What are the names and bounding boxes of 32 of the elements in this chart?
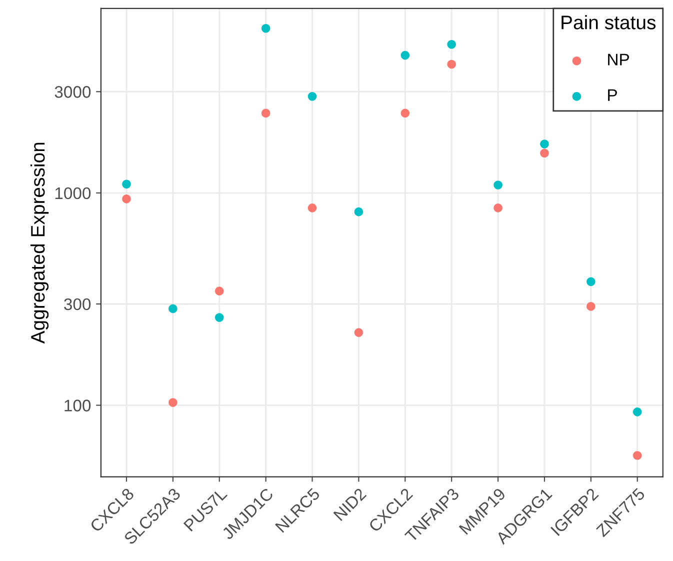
point (122, 180, 131, 189)
point (632, 451, 642, 460)
point (168, 304, 178, 314)
point (354, 207, 364, 216)
point (586, 277, 596, 286)
point (261, 108, 270, 118)
point (308, 92, 317, 101)
y-tick-label: 3000 (54, 86, 91, 98)
point (540, 140, 549, 148)
legend-label: P (608, 89, 617, 101)
legend-title: Pain status (562, 15, 656, 30)
point (400, 108, 410, 118)
y-tick-label: 100 (64, 400, 91, 412)
legend-label: NP (608, 54, 629, 66)
point (632, 408, 642, 416)
point (586, 302, 596, 311)
point (400, 50, 410, 60)
y-tick-label: 300 (64, 298, 91, 310)
point (354, 328, 364, 337)
point (308, 204, 317, 212)
point (540, 148, 549, 158)
point (494, 204, 502, 212)
point (447, 40, 456, 49)
y-tick-label: 1000 (55, 187, 91, 200)
y-axis-title: Aggregated Expression (30, 142, 49, 344)
point (122, 194, 131, 204)
point (168, 398, 178, 407)
point (214, 313, 224, 322)
point (214, 286, 224, 296)
point (447, 60, 456, 69)
point (261, 24, 270, 33)
point (494, 180, 502, 190)
